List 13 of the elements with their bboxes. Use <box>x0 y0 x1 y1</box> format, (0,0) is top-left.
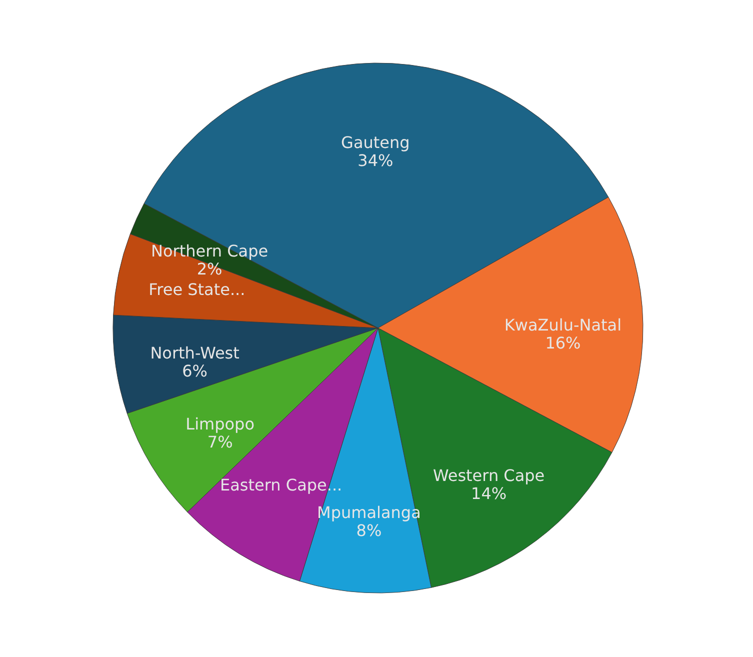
data-label: 34% <box>358 151 394 170</box>
data-label: 16% <box>545 333 581 352</box>
data-label: 14% <box>471 484 507 504</box>
data-label: 7% <box>207 432 233 452</box>
data-label: 2% <box>196 260 222 279</box>
data-label: 6% <box>182 362 208 381</box>
slice-label: Free State... <box>148 280 246 300</box>
slice-label: Western Cape <box>432 466 545 486</box>
data-label: 8% <box>356 520 382 540</box>
slice-label: Limpopo <box>186 414 255 434</box>
slice-label: KwaZulu-Natal <box>504 315 622 334</box>
slice-label: Gauteng <box>341 133 410 152</box>
slice-label: North-West <box>150 344 240 363</box>
